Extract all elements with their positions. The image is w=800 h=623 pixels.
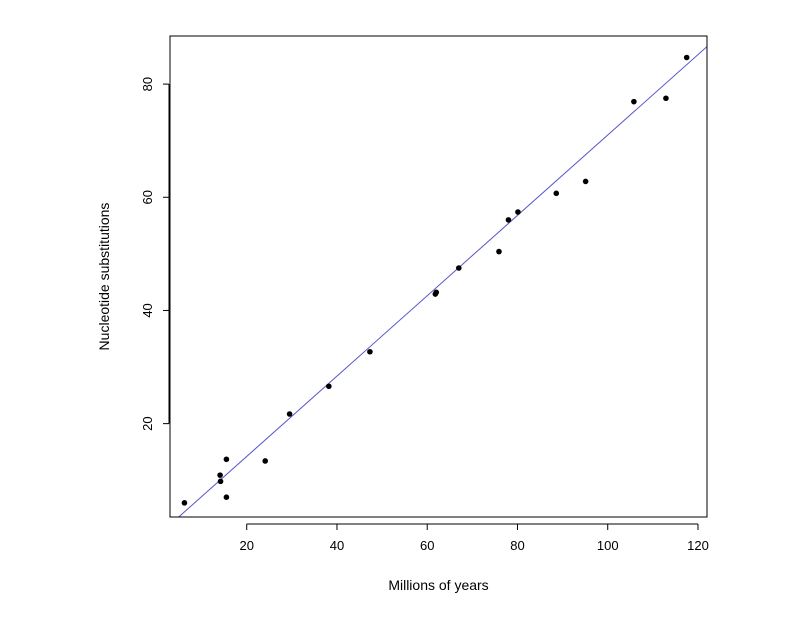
y-axis: 20 40 60 80 xyxy=(140,77,170,431)
data-point xyxy=(553,190,560,197)
x-tick-label: 120 xyxy=(687,538,709,553)
regression-line xyxy=(177,46,707,517)
data-point xyxy=(217,472,223,478)
data-point xyxy=(456,265,462,271)
points-layer xyxy=(181,54,690,506)
x-tick-label: 60 xyxy=(420,538,434,553)
data-point xyxy=(496,248,502,255)
y-tick-label: 60 xyxy=(140,190,155,204)
data-point xyxy=(683,54,690,61)
data-point xyxy=(631,98,637,105)
fit-line-layer xyxy=(177,46,707,517)
data-point xyxy=(582,178,589,185)
x-tick-label: 80 xyxy=(510,538,524,553)
data-point xyxy=(367,348,373,355)
x-axis: 20 40 60 80 100 120 xyxy=(239,523,709,553)
plot-frame xyxy=(169,35,708,518)
data-point xyxy=(326,383,332,390)
data-point xyxy=(217,478,224,485)
data-point xyxy=(433,289,440,296)
x-tick-label: 20 xyxy=(239,538,253,553)
data-point xyxy=(262,458,269,464)
data-point xyxy=(223,494,230,500)
x-axis-title: Millions of years xyxy=(388,577,488,593)
data-point xyxy=(223,456,230,463)
y-tick-label: 40 xyxy=(140,303,155,317)
y-tick-label: 20 xyxy=(140,416,155,430)
y-tick-label: 80 xyxy=(140,77,155,91)
y-axis-title: Nucleotide substitutions xyxy=(96,203,112,351)
data-point xyxy=(663,95,669,102)
x-tick-label: 100 xyxy=(597,538,619,553)
data-point xyxy=(505,217,512,223)
data-point xyxy=(515,209,521,215)
x-tick-label: 40 xyxy=(330,538,344,553)
data-point xyxy=(286,411,293,417)
data-point xyxy=(181,500,188,506)
